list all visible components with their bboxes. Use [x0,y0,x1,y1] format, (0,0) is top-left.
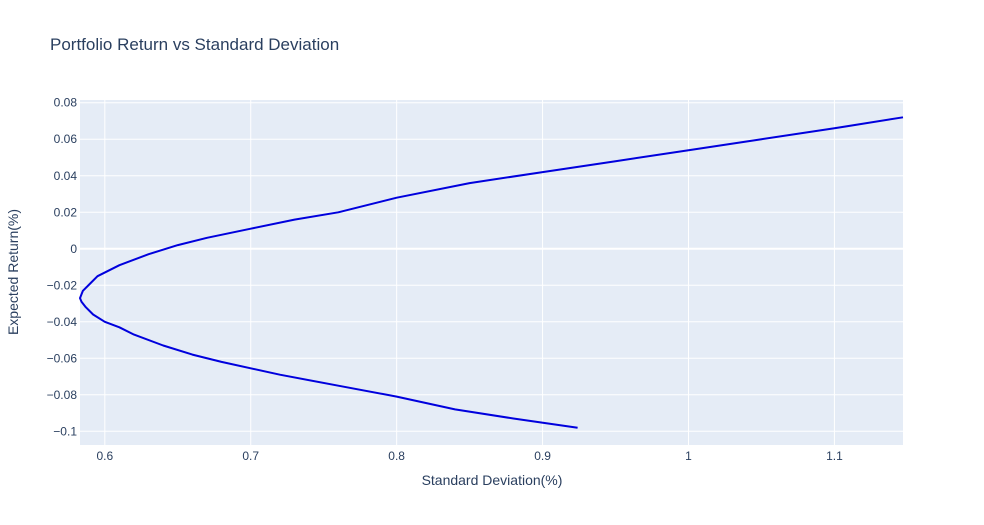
x-tick-label: 0.8 [388,449,405,463]
y-tick-label: 0.08 [54,96,78,110]
y-tick-label: 0.06 [54,132,78,146]
y-tick-label: 0.04 [54,169,78,183]
x-tick-label: 0.9 [534,449,551,463]
chart-title: Portfolio Return vs Standard Deviation [50,35,339,54]
series-layer [79,116,904,429]
series-line [79,116,904,429]
y-tick-label: −0.02 [47,278,78,292]
y-tick-label: −0.04 [47,315,78,329]
x-tick-label: 1.1 [826,449,843,463]
x-tick-label: 0.7 [242,449,259,463]
y-gridlines [80,102,903,432]
y-tick-label: 0.02 [54,205,78,219]
x-axis-ticks: 0.6 0.7 0.8 0.9 1 1.1 [96,449,843,463]
x-axis-title: Standard Deviation(%) [422,472,563,488]
y-tick-label: −0.1 [53,424,77,438]
y-tick-label: −0.06 [47,351,78,365]
x-gridlines [104,100,835,445]
x-tick-label: 1 [685,449,692,463]
y-axis-ticks: −0.1 −0.08 −0.06 −0.04 −0.02 0 0.02 0.04 0.06 0.0… [47,96,78,439]
x-tick-label: 0.6 [96,449,113,463]
plot-area [80,100,903,445]
y-axis-title: Expected Return(%) [5,209,21,335]
y-tick-label: −0.08 [47,388,78,402]
y-tick-label: 0 [70,242,77,256]
